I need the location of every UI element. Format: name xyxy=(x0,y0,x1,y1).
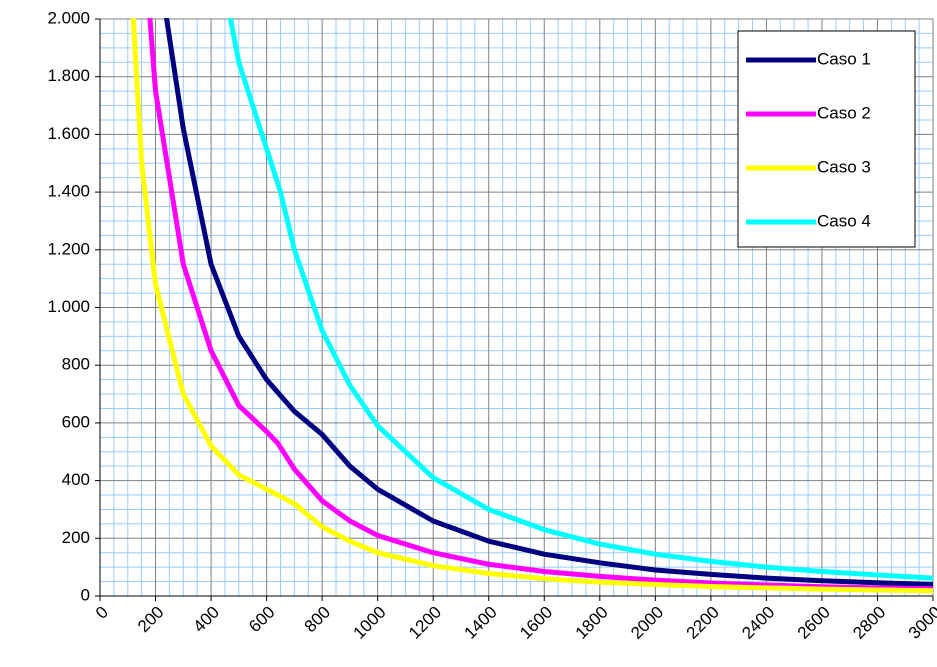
y-tick-label: 0 xyxy=(81,585,90,604)
x-tick-label: 3000 xyxy=(905,603,937,643)
y-tick-label: 200 xyxy=(62,528,90,547)
curves xyxy=(130,18,933,594)
x-tick-label: 2600 xyxy=(794,603,834,643)
x-tick-label: 600 xyxy=(245,603,278,636)
x-tick-label: 2000 xyxy=(627,603,667,643)
x-tick-label: 2800 xyxy=(849,603,889,643)
y-tick-label: 1.000 xyxy=(47,297,90,316)
x-tick-label: 1400 xyxy=(461,603,501,643)
y-tick-label: 1.600 xyxy=(47,124,90,143)
x-tick-label: 1200 xyxy=(405,603,445,643)
line-series xyxy=(228,18,933,581)
y-tick-label: 800 xyxy=(62,355,90,374)
line-series xyxy=(164,18,933,587)
y-tick-label: 1.400 xyxy=(47,182,90,201)
x-tick-label: 2200 xyxy=(683,603,723,643)
legend-label: Caso 2 xyxy=(817,103,871,122)
y-tick-label: 2.000 xyxy=(47,8,90,27)
y-tick-label: 1.200 xyxy=(47,239,90,258)
x-tick-label: 400 xyxy=(190,603,223,636)
y-tick-label: 600 xyxy=(62,412,90,431)
x-tick-label: 1600 xyxy=(516,603,556,643)
x-tick-label: 1800 xyxy=(572,603,612,643)
x-tick-label: 1000 xyxy=(349,603,389,643)
y-tick-label: 1.800 xyxy=(47,66,90,85)
x-tick-label: 800 xyxy=(301,603,334,636)
y-tick-label: 400 xyxy=(62,470,90,489)
legend-label: Caso 3 xyxy=(817,157,871,176)
legend-label: Caso 4 xyxy=(817,211,871,230)
legend-box xyxy=(737,30,916,248)
line-series xyxy=(130,18,933,594)
legend-label: Caso 1 xyxy=(817,49,871,68)
line-series xyxy=(147,18,933,592)
x-tick-label: 2400 xyxy=(738,603,778,643)
legend: Caso 1 Caso 2 Caso 3 Caso 4 xyxy=(737,30,916,248)
x-tick-label: 200 xyxy=(134,603,167,636)
x-tick-label: 0 xyxy=(92,603,112,623)
